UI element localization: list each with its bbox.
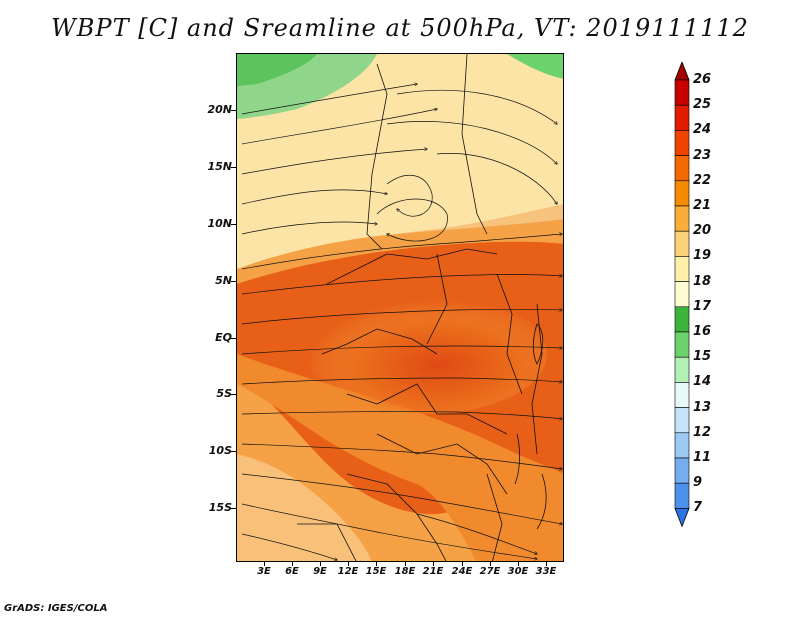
colorbar-label: 7 [693, 500, 703, 516]
colorbar-label: 19 [693, 248, 712, 264]
colorbar-cell [674, 331, 690, 358]
colorbar-cell [674, 457, 690, 484]
lon-tick [348, 562, 349, 566]
lon-label-27e: 27E [479, 566, 501, 577]
colorbar-label: 21 [693, 198, 712, 213]
colorbar-cell [674, 281, 690, 308]
colorbar-label: 25 [693, 97, 712, 113]
streamlines [241, 84, 562, 560]
colorbar-label: 12 [693, 424, 712, 440]
lon-label-3e: 3E [257, 566, 271, 577]
colorbar-label: 9 [693, 475, 703, 491]
colorbar-cell [674, 306, 690, 333]
colorbar-arrow-top [674, 62, 690, 81]
lat-label-5n: 5N [215, 274, 232, 287]
lat-tick [231, 451, 236, 452]
lon-tick [376, 562, 377, 566]
colorbar-label: 22 [693, 172, 712, 188]
lon-label-6e: 6E [285, 566, 299, 577]
credit-text: GrADS: IGES/COLA [4, 603, 108, 614]
lat-tick [231, 167, 236, 168]
colorbar-cell [674, 180, 690, 207]
lat-label-15s: 15S [208, 501, 232, 514]
lon-tick [320, 562, 321, 566]
lon-tick [405, 562, 406, 566]
colorbar-label: 24 [693, 122, 712, 138]
lat-label-10n: 10N [207, 217, 232, 230]
colorbar-label: 20 [693, 223, 712, 239]
colorbar-cell [674, 230, 690, 257]
lon-tick [518, 562, 519, 566]
lat-label-15n: 15N [207, 160, 232, 173]
colorbar-label: 13 [693, 399, 712, 415]
lake-outlines [514, 323, 547, 530]
colorbar-label: 18 [693, 273, 712, 289]
lon-tick [292, 562, 293, 566]
lat-tick [231, 338, 236, 339]
colorbar-cell [674, 130, 690, 156]
colorbar-label: 14 [693, 374, 712, 390]
colorbar-label: 26 [693, 72, 712, 87]
lat-tick [231, 281, 236, 282]
lon-tick [490, 562, 491, 566]
warm-yellow-zone [237, 54, 563, 269]
colorbar-cell [674, 482, 690, 509]
lon-label-15e: 15E [365, 566, 387, 577]
lon-label-30e: 30E [507, 566, 529, 577]
hot-core [307, 294, 547, 414]
country-borders [297, 54, 543, 561]
colorbar-cell [674, 356, 690, 383]
colorbar-cells [674, 62, 690, 528]
wbpt-map [237, 54, 563, 561]
colorbar-cell [674, 155, 690, 182]
yellow-zone-southwest [237, 454, 372, 561]
page-title: WBPT [C] and Sreamline at 500hPa, VT: 20… [51, 14, 749, 42]
colorbar-cell [674, 79, 690, 106]
lat-label-20n: 20N [207, 103, 232, 116]
lon-tick [264, 562, 265, 566]
lat-label-10s: 10S [208, 444, 232, 457]
lon-label-12e: 12E [337, 566, 359, 577]
lat-tick [231, 110, 236, 111]
colorbar-label: 16 [693, 324, 712, 339]
colorbar-arrow-bottom [674, 508, 690, 528]
lon-tick [462, 562, 463, 566]
colorbar-cell [674, 256, 690, 282]
lon-label-9e: 9E [313, 566, 327, 577]
colorbar-cell [674, 407, 690, 434]
lon-label-33e: 33E [535, 566, 557, 577]
colorbar-cell [674, 104, 690, 131]
lon-label-24e: 24E [451, 566, 473, 577]
lon-label-21e: 21E [422, 566, 444, 577]
colorbar-cell [674, 432, 690, 459]
colorbar-label: 11 [693, 450, 712, 465]
green-zone-northeast [507, 54, 563, 79]
lat-label-eq: EQ [215, 331, 232, 344]
colorbar-label: 17 [693, 298, 712, 314]
lat-tick [231, 394, 236, 395]
colorbar-cell [674, 382, 690, 408]
map-panel [236, 53, 564, 562]
lon-tick [546, 562, 547, 566]
colorbar-label: 15 [693, 349, 712, 365]
colorbar [674, 62, 690, 528]
lat-label-5s: 5S [216, 387, 232, 400]
lon-label-18e: 18E [394, 566, 416, 577]
lat-tick [231, 508, 236, 509]
lon-tick [433, 562, 434, 566]
lat-tick [231, 224, 236, 225]
colorbar-cell [674, 205, 690, 232]
green-core-northwest [237, 54, 317, 86]
colorbar-label: 23 [693, 147, 712, 163]
